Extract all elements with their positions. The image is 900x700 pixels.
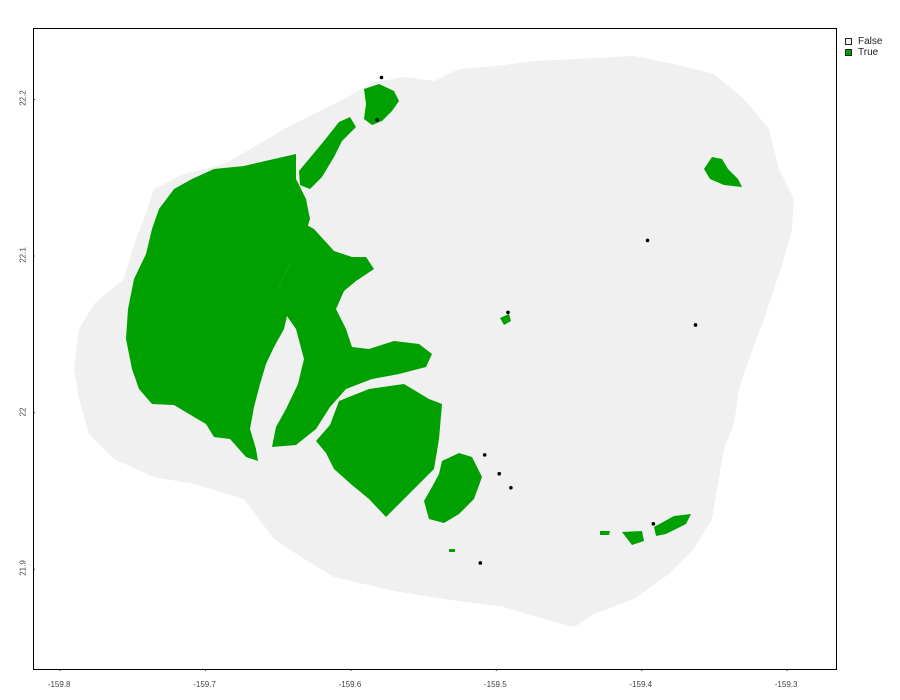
occurrence-point — [509, 485, 513, 490]
y-tick-label: 22 — [18, 407, 28, 417]
occurrence-point — [375, 118, 379, 122]
habitat-north-tip — [364, 84, 399, 125]
habitat-small-patch — [449, 549, 455, 552]
legend: False True — [845, 36, 882, 58]
legend-swatch-true — [845, 49, 852, 56]
habitat-central-ridge — [272, 219, 432, 447]
x-tick-label: -159.4 — [629, 680, 653, 689]
habitat-south-coast-patch — [600, 514, 691, 545]
habitat-southeast-ridge — [424, 453, 482, 523]
occurrence-point — [645, 238, 650, 243]
occurrence-point — [497, 471, 502, 476]
habitat-east-patch — [704, 157, 742, 187]
x-tick-label: -159.6 — [338, 680, 362, 689]
y-axis — [34, 98, 35, 570]
x-tick-label: -159.3 — [774, 680, 798, 689]
legend-item-true: True — [845, 47, 882, 58]
legend-label-true: True — [858, 47, 879, 58]
habitat-north-ridge — [299, 117, 356, 189]
x-tick-label: -159.7 — [193, 680, 216, 689]
x-tick-label: -159.5 — [483, 680, 507, 689]
habitat-south-ridge — [316, 384, 442, 517]
habitat-patches — [126, 84, 742, 552]
occurrence-point — [693, 323, 698, 327]
map-panel — [33, 28, 837, 671]
habitat-west-main — [126, 154, 310, 461]
y-tick-label: 22.2 — [18, 90, 28, 107]
map-canvas — [34, 56, 794, 671]
x-tick-label: -159.8 — [47, 680, 71, 689]
occurrence-point — [379, 75, 384, 80]
legend-label-false: False — [858, 36, 883, 47]
occurrence-point — [651, 522, 656, 526]
y-tick-label: 21.9 — [18, 560, 28, 577]
legend-swatch-false — [845, 38, 852, 45]
x-axis — [59, 670, 788, 671]
occurrence-point — [506, 310, 510, 315]
occurrence-point — [482, 453, 487, 457]
occurrence-points — [375, 75, 698, 565]
occurrence-point — [478, 561, 483, 565]
habitat-interior-patch — [500, 314, 511, 325]
legend-item-false: False — [845, 36, 882, 47]
y-tick-label: 22.1 — [18, 247, 28, 263]
